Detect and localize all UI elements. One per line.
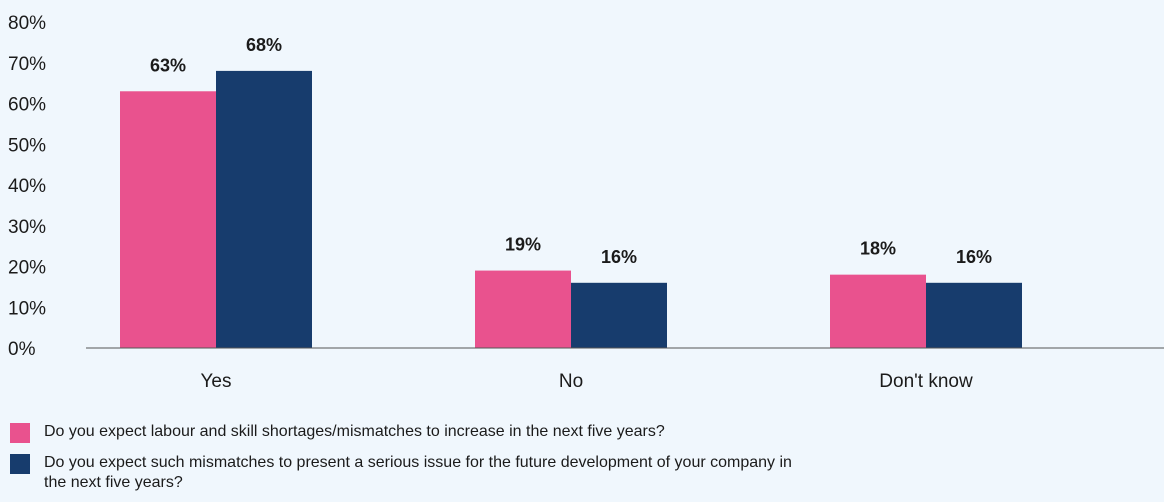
x-category-label: Don't know [879,371,973,392]
y-tick-label: 50% [8,135,46,156]
legend-label-series-1: Do you expect labour and skill shortages… [44,423,665,440]
bar-series-1-yes [120,91,216,349]
y-tick-label: 0% [8,339,36,360]
legend-item-series-1: Do you expect labour and skill shortages… [10,422,910,443]
bar-series-2-no [571,282,667,348]
y-tick-label: 80% [8,13,46,34]
data-label: 63% [150,55,186,75]
legend: Do you expect labour and skill shortages… [10,422,910,502]
legend-label-series-2: Do you expect such mismatches to present… [44,454,792,491]
x-category-label: Yes [201,371,232,392]
data-label: 16% [601,247,637,267]
y-tick-label: 20% [8,258,46,279]
bar-series-1-don-t-know [830,274,926,348]
legend-item-series-2: Do you expect such mismatches to present… [10,453,910,493]
data-label: 16% [956,247,992,267]
data-label: 68% [246,35,282,55]
y-tick-label: 40% [8,176,46,197]
legend-swatch-series-2 [10,454,30,474]
y-tick-label: 10% [8,298,46,319]
bar-series-1-no [475,270,571,348]
data-label: 18% [860,239,896,259]
y-tick-label: 30% [8,217,46,238]
legend-swatch-series-1 [10,423,30,443]
data-label: 19% [505,235,541,255]
y-tick-label: 70% [8,54,46,75]
x-category-label: No [559,371,583,392]
bar-series-2-don-t-know [926,282,1022,348]
bar-chart: 0% 10% 20% 30% 40% 50% 60% 70% 80% 63% 68% Yes 19% 16… [8,13,1164,392]
bar-series-2-yes [216,70,312,349]
y-tick-label: 60% [8,95,46,116]
